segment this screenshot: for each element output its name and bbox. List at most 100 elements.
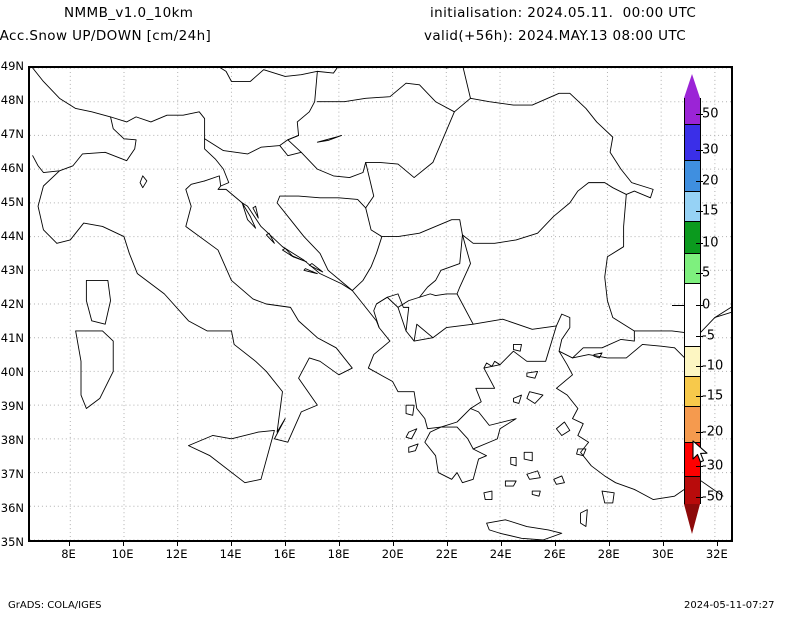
lon-tick-mark: [284, 542, 286, 546]
colorbar-tick-mark: [696, 305, 703, 306]
geo-polyline: [512, 394, 522, 404]
colorbar-segment: [684, 191, 701, 221]
mouse-pointer-icon: [692, 440, 708, 463]
lat-tick-label: 47N: [0, 127, 24, 141]
geo-polyline: [504, 480, 517, 487]
lat-tick-label: 49N: [0, 59, 24, 73]
footer-credit: GrADS: COLA/IGES: [8, 600, 102, 611]
colorbar-tick-mark: [696, 114, 703, 115]
colorbar-segment: [684, 346, 701, 376]
lat-tick-label: 38N: [0, 433, 24, 447]
geo-polyline: [365, 161, 627, 244]
colorbar-extend-down-arrow: [684, 504, 700, 534]
geo-polyline: [580, 509, 588, 527]
colorbar-segment: [684, 160, 701, 191]
initialisation-time: initialisation: 2024.05.11. 00:00 UTC: [430, 5, 697, 21]
lon-tick-mark: [554, 542, 556, 546]
colorbar-tick-mark: [696, 432, 703, 433]
lon-tick-label: 20E: [381, 547, 404, 561]
lon-tick-mark: [500, 542, 502, 546]
geo-polyline: [405, 404, 415, 416]
lon-tick-label: 28E: [597, 547, 620, 561]
lat-tick-label: 44N: [0, 229, 24, 243]
geo-polyline: [523, 451, 533, 462]
geo-polyline: [572, 330, 635, 359]
geo-polyline: [308, 263, 324, 273]
lon-tick-mark: [392, 542, 394, 546]
lon-tick-label: 12E: [165, 547, 188, 561]
geo-polyline: [601, 490, 615, 504]
colorbar-tick-label: -20: [702, 424, 724, 440]
lat-tick-label: 48N: [0, 93, 24, 107]
lon-tick-mark: [446, 542, 448, 546]
colorbar-tick-mark: [696, 336, 703, 337]
lon-tick-label: 26E: [543, 547, 566, 561]
model-title: NMMB_v1.0_10km: [64, 5, 194, 21]
geo-polyline: [282, 247, 294, 258]
geo-polyline: [316, 134, 342, 143]
geo-polyline: [265, 232, 275, 244]
geo-polyline: [526, 470, 541, 480]
geo-polyline: [75, 330, 114, 409]
colorbar-tick-label: -10: [702, 358, 724, 374]
geo-polyline: [204, 138, 230, 187]
colorbar-segment: [684, 315, 701, 346]
geo-polyline: [593, 352, 603, 359]
geo-polyline: [204, 175, 380, 329]
colorbar-segment: [684, 283, 701, 315]
valid-time: valid(+56h): 2024.MAY.13 08:00 UTC: [424, 28, 687, 44]
lon-tick-mark: [176, 542, 178, 546]
colorbar-tick-label: -5: [702, 328, 715, 344]
geo-polyline: [85, 279, 111, 325]
geo-polyline: [279, 145, 302, 157]
field-title: n Acc.Snow UP/DOWN [cm/24h]: [0, 28, 212, 44]
geo-polyline: [456, 234, 676, 359]
geo-polyline: [510, 456, 517, 467]
geo-polyline: [375, 293, 410, 332]
geo-polyline: [424, 426, 488, 484]
colorbar-tick-label: 5: [702, 265, 711, 281]
geo-polyline: [419, 234, 463, 298]
colorbar-tick-label: 30: [702, 142, 719, 158]
coastlines-and-borders: [32, 68, 731, 540]
lon-tick-label: 18E: [327, 547, 350, 561]
colorbar-tick-mark: [696, 211, 703, 212]
lat-tick-label: 40N: [0, 365, 24, 379]
lat-tick-label: 45N: [0, 195, 24, 209]
lat-tick-label: 39N: [0, 399, 24, 413]
colorbar-extend-up-arrow: [684, 74, 700, 98]
lon-tick-mark: [608, 542, 610, 546]
colorbar-tick-mark: [696, 181, 703, 182]
geo-polyline: [316, 82, 455, 113]
geo-polyline: [483, 490, 493, 500]
lat-tick-label: 42N: [0, 297, 24, 311]
geo-polyline: [576, 448, 587, 457]
geo-polyline: [252, 205, 259, 219]
lat-tick-label: 35N: [0, 535, 24, 549]
map-plot-area[interactable]: [28, 66, 733, 542]
geo-polyline: [531, 490, 541, 497]
geo-polyline: [241, 202, 257, 229]
geo-polyline: [188, 429, 275, 484]
lat-tick-label: 37N: [0, 467, 24, 481]
colorbar-tick-label: 10: [702, 235, 719, 251]
lon-tick-mark: [338, 542, 340, 546]
geo-polyline: [397, 293, 458, 308]
geo-polyline: [56, 180, 353, 443]
colorbar-tick-mark: [696, 243, 703, 244]
colorbar-tick-mark: [696, 273, 703, 274]
geo-polyline: [37, 170, 60, 244]
geo-polyline: [526, 370, 539, 379]
lon-tick-label: 24E: [489, 547, 512, 561]
colorbar-tick-label: 20: [702, 173, 719, 189]
colorbar-segment: [684, 124, 701, 160]
lon-tick-mark: [716, 542, 718, 546]
colorbar-tick-label: -15: [702, 388, 724, 404]
geo-polyline: [486, 519, 563, 540]
colorbar-tick-label: 15: [702, 203, 719, 219]
lat-tick-label: 43N: [0, 263, 24, 277]
lon-tick-mark: [122, 542, 124, 546]
colorbar-segment: [684, 406, 701, 442]
